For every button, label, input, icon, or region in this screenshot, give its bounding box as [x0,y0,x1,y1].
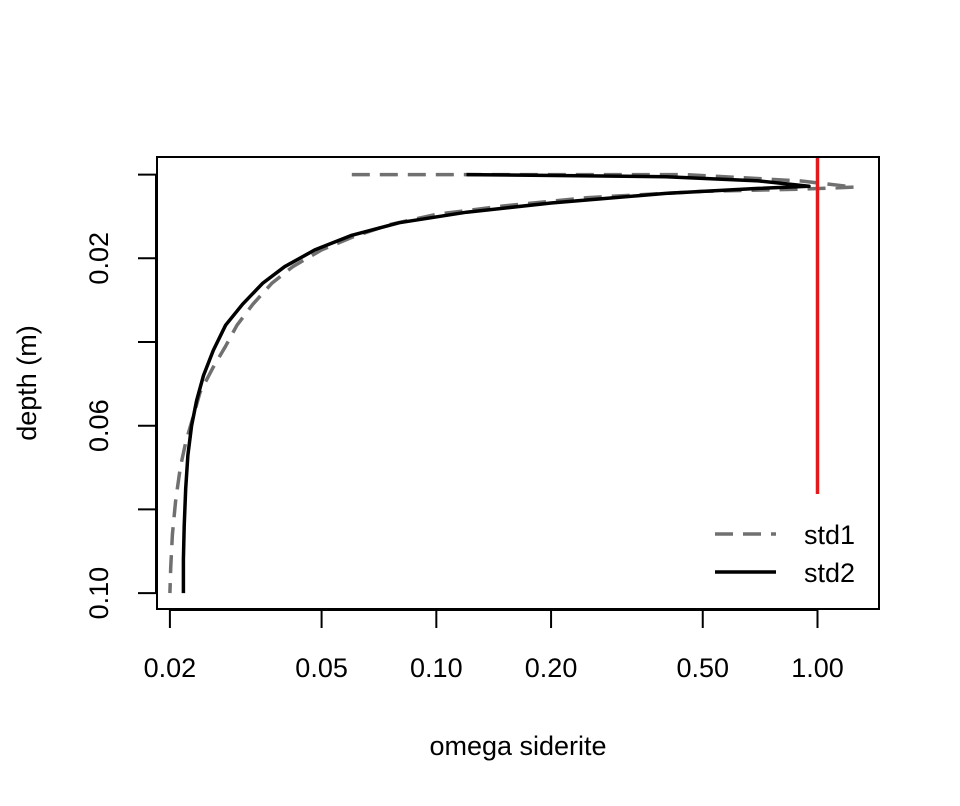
x-tick-label: 0.10 [410,653,463,683]
x-axis: 0.02 0.05 0.10 0.20 0.50 1.00 [144,609,844,683]
x-tick-label: 0.20 [525,653,578,683]
series-layer [168,172,857,594]
y-tick-label: 0.02 [84,232,114,285]
legend-label-std2: std2 [804,558,855,588]
legend: std1 std2 [688,494,878,608]
x-tick-label: 0.50 [676,653,729,683]
x-tick-label: 1.00 [791,653,844,683]
x-axis-label: omega siderite [429,731,606,761]
series-line-std1 [168,172,857,594]
y-tick-label: 0.06 [84,399,114,452]
legend-label-std1: std1 [804,520,855,550]
legend-box [688,494,878,608]
y-tick-label: 0.10 [84,567,114,620]
x-tick-label: 0.02 [144,653,197,683]
series-line-std2 [181,172,811,594]
x-tick-label: 0.05 [295,653,348,683]
y-axis-label: depth (m) [12,325,42,441]
y-axis: 0.02 0.06 0.10 [84,173,157,620]
